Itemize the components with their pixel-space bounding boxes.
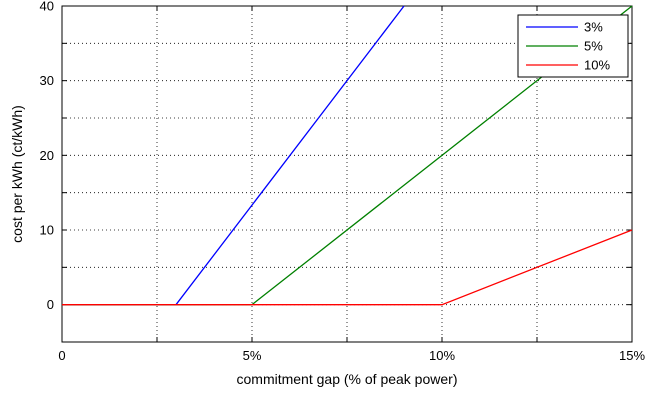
x-tick-label: 10% <box>429 348 455 363</box>
y-tick-label: 40 <box>40 0 54 14</box>
x-axis-label: commitment gap (% of peak power) <box>237 371 458 387</box>
axis-ticks: 0 5% 10% 15% 0 10 20 30 40 <box>40 0 646 363</box>
legend: 3% 5% 10% <box>517 14 629 78</box>
y-axis-label: cost per kWh (ct/kWh) <box>9 105 25 243</box>
y-tick-label: 0 <box>47 297 54 312</box>
series-lines <box>62 5 633 306</box>
series-line-3pct <box>62 5 405 306</box>
y-tick-label: 20 <box>40 148 54 163</box>
x-tick-label: 0 <box>58 348 65 363</box>
legend-label: 5% <box>584 39 603 54</box>
y-tick-label: 30 <box>40 73 54 88</box>
legend-label: 3% <box>584 20 603 35</box>
x-tick-label: 15% <box>619 348 645 363</box>
series-line-10pct <box>62 229 633 306</box>
y-tick-label: 10 <box>40 223 54 238</box>
x-tick-label: 5% <box>243 348 262 363</box>
legend-label: 10% <box>584 58 610 73</box>
